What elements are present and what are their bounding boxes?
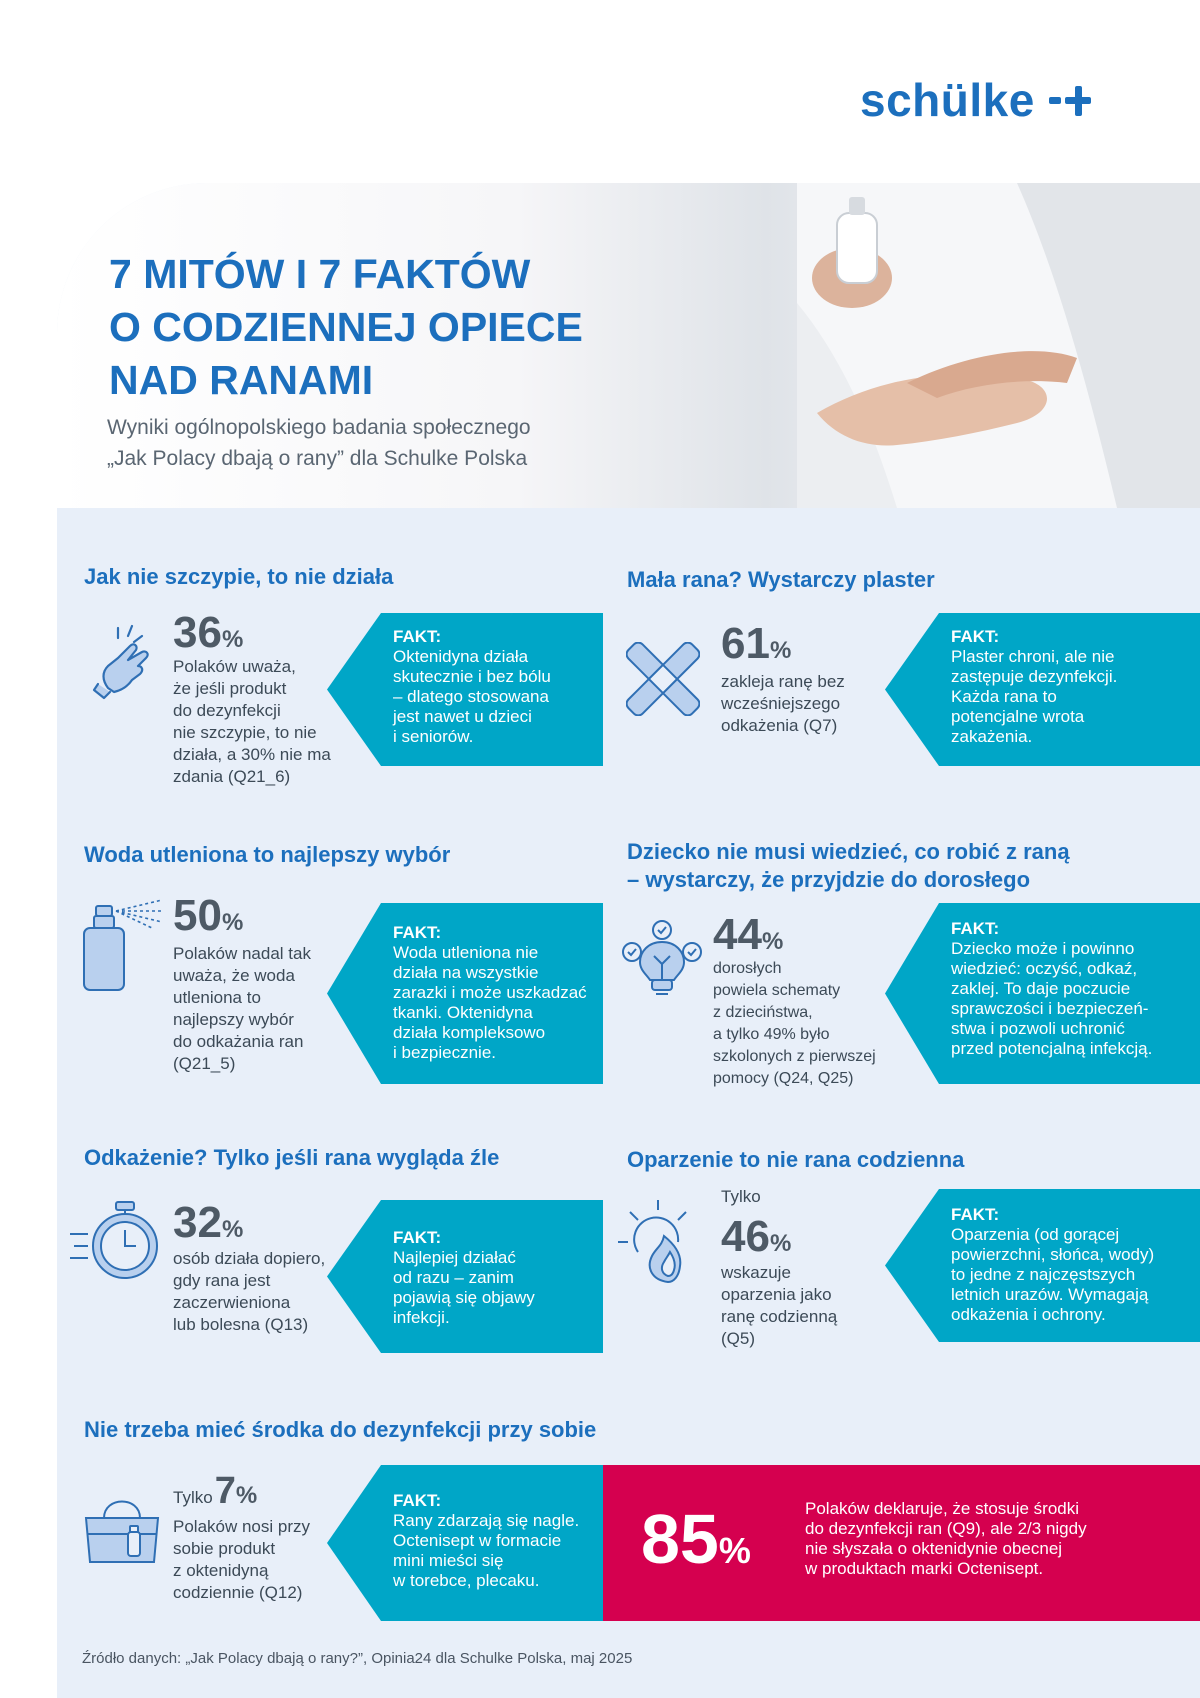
myth-4-stat: 44% dorosłych powiela schematy z dziecińst… [713, 910, 876, 1088]
page-subtitle: Wyniki ogólnopolskiego badania społeczne… [107, 416, 531, 470]
myth-5-stat: 32% osób działa dopiero, gdy rana jest za… [173, 1198, 326, 1335]
highlight-text: Polaków deklaruje, że stosuje środki do d… [805, 1499, 1087, 1578]
myth-2-stat: 61% zakleja ranę bez wcześniejszego odkaże… [721, 619, 845, 736]
myth-1-fact-box: FAKT: Oktenidyna działa skutecznie i bez … [327, 613, 603, 766]
myth-7-title: Nie trzeba mieć środka do dezynfekcji pr… [84, 1417, 597, 1442]
myth-5-fact-box: FAKT: Najlepiej działać od razu – zanim p… [327, 1200, 603, 1353]
myth-1-value: 36 [173, 608, 222, 657]
page-title: 7 MITÓW I 7 FAKTÓW O CODZIENNEJ OPIECE N… [109, 251, 583, 403]
myth-2-value: 61 [721, 619, 770, 668]
myth-4-title: Dziecko nie musi wiedzieć, co robić z ra… [627, 839, 1070, 892]
myth-7-stat: Tylko7% Polaków nosi przy sobie produkt z… [173, 1470, 311, 1602]
myth-5-title: Odkażenie? Tylko jeśli rana wygląda źle [84, 1145, 500, 1170]
schulke-logo: schülke [860, 70, 1130, 130]
logo-wordmark: schülke [860, 74, 1035, 126]
myth-6-stat: Tylko 46% wskazuje oparzenia jako ranę co… [721, 1187, 838, 1348]
hand-icon [92, 624, 149, 700]
myth-6-value: 46 [721, 1212, 770, 1261]
source-note: Źródło danych: „Jak Polacy dbają o rany?… [82, 1650, 633, 1667]
myth-7-value: 7 [214, 1470, 236, 1512]
cross-logo-icon [1048, 80, 1093, 120]
myth-4-value: 44 [713, 910, 762, 959]
myth-6-title: Oparzenie to nie rana codzienna [627, 1147, 965, 1172]
myth-1-stat: 36% Polaków uważa, że jeśli produkt do dez… [173, 608, 331, 787]
myth-3-title: Woda utleniona to najlepszy wybór [84, 842, 451, 867]
bandage-icon [626, 642, 700, 716]
highlight-value: 85% [641, 1500, 751, 1578]
handbag-icon [84, 1500, 160, 1563]
myth-2-fact-box: FAKT: Plaster chroni, ale nie zastępuje d… [885, 613, 1200, 766]
myth-5-value: 32 [173, 1198, 222, 1247]
myth-1-title: Jak nie szczypie, to nie działa [84, 564, 394, 589]
myth-2-title: Mała rana? Wystarczy plaster [627, 567, 935, 592]
stopwatch-icon [70, 1201, 158, 1279]
sun-flame-icon [618, 1200, 687, 1284]
myth-4-fact-box: FAKT: Dziecko może i powinno wiedzieć: oc… [885, 903, 1200, 1084]
myth-6-pre: Tylko [721, 1187, 761, 1206]
myth-6-fact-box: FAKT: Oparzenia (od gorącej powierzchni, … [885, 1189, 1200, 1342]
myth-3-value: 50 [173, 891, 222, 940]
hero-banner: 7 MITÓW I 7 FAKTÓW O CODZIENNEJ OPIECE N… [57, 183, 1200, 508]
highlight-box: 85% Polaków deklaruje, że stosuje środki… [603, 1465, 1200, 1621]
spray-bottle-icon [83, 899, 164, 991]
lightbulb-checks-icon [622, 920, 702, 995]
myth-7-fact-box: FAKT: Rany zdarzają się nagle. Octenisept… [327, 1465, 603, 1621]
myth-3-stat: 50% Polaków nadal tak uważa, że woda utlen… [173, 891, 311, 1074]
myth-7-pre: Tylko [173, 1488, 213, 1507]
hands-disinfecting-illustration [797, 183, 1200, 508]
myth-3-fact-box: FAKT: Woda utleniona nie działa na wszyst… [327, 903, 603, 1084]
